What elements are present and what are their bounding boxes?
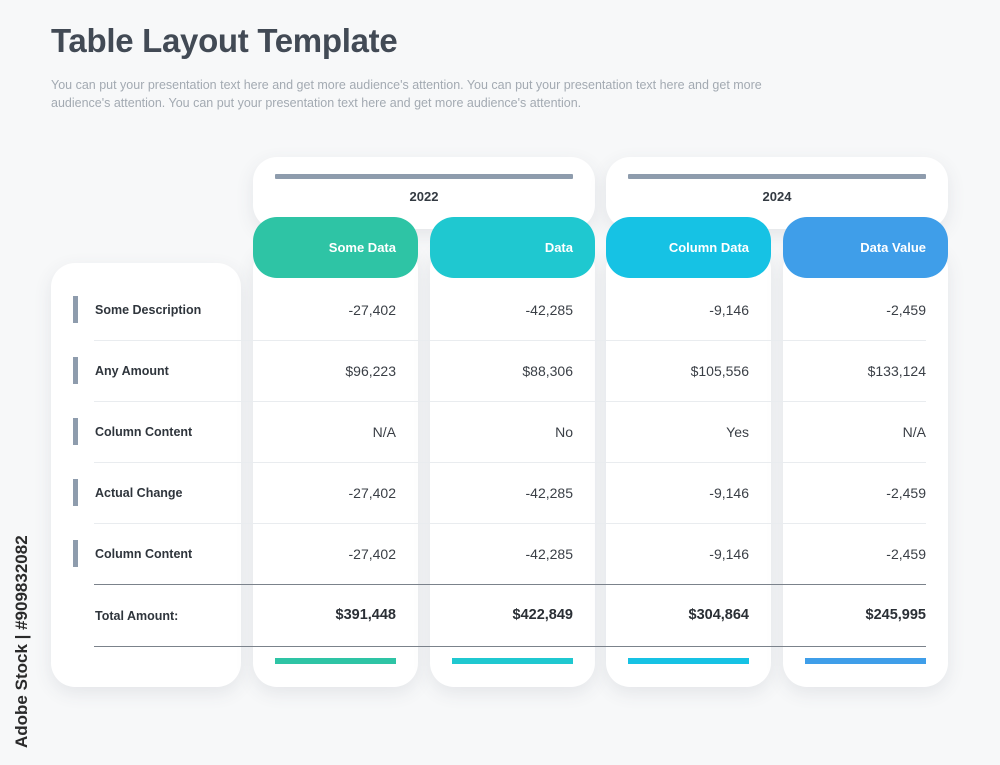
column-card-2: [430, 245, 595, 687]
table-cell: -42,285: [525, 485, 573, 501]
table-cell: $133,124: [867, 363, 926, 379]
table-cell: -9,146: [709, 302, 749, 318]
table-cell: -9,146: [709, 485, 749, 501]
row-label: Some Description: [95, 303, 202, 317]
table-cell: $88,306: [522, 363, 573, 379]
table-cell: -2,459: [886, 546, 926, 562]
row-marker: [73, 357, 78, 384]
row-marker: [73, 479, 78, 506]
page-description: You can put your presentation text here …: [51, 78, 762, 110]
year-bar: [275, 174, 573, 179]
row-marker: [73, 540, 78, 567]
column-header-4: Data Value: [783, 217, 948, 278]
table-cell: $105,556: [690, 363, 749, 379]
column-card-4: [783, 245, 948, 687]
bottom-divider: [94, 646, 926, 647]
column-header-1: Some Data: [253, 217, 418, 278]
year-bar: [628, 174, 926, 179]
row-label: Any Amount: [95, 364, 169, 378]
accent-bar-1: [275, 658, 396, 664]
column-header-3: Column Data: [606, 217, 771, 278]
row-marker: [73, 418, 78, 445]
table-cell: -27,402: [348, 485, 396, 501]
accent-bar-3: [628, 658, 749, 664]
column-card-3: [606, 245, 771, 687]
total-cell: $391,448: [335, 607, 396, 623]
total-cell: $304,864: [688, 607, 749, 623]
table-cell: -2,459: [886, 302, 926, 318]
row-label: Column Content: [95, 425, 193, 439]
accent-bar-4: [805, 658, 926, 664]
row-labels-card: [51, 263, 241, 687]
table-cell: N/A: [902, 424, 926, 440]
accent-bar-2: [452, 658, 573, 664]
total-label: Total Amount:: [95, 609, 179, 623]
row-divider: [94, 340, 926, 341]
year-label: 2022: [409, 189, 439, 204]
row-divider: [94, 523, 926, 524]
column-card-1: [253, 245, 418, 687]
table-cell: $96,223: [345, 363, 396, 379]
row-label: Column Content: [95, 547, 193, 561]
column-header-2: Data: [430, 217, 595, 278]
table-cell: No: [555, 424, 573, 440]
stock-watermark: Adobe Stock | #909832082: [12, 535, 31, 748]
total-cell: $422,849: [512, 607, 573, 623]
year-label: 2024: [762, 189, 792, 204]
table-cell: -42,285: [525, 302, 573, 318]
table-cell: -27,402: [348, 302, 396, 318]
table-cell: N/A: [372, 424, 396, 440]
table-cell: -27,402: [348, 546, 396, 562]
total-cell: $245,995: [865, 607, 926, 623]
row-divider: [94, 462, 926, 463]
table-cell: -42,285: [525, 546, 573, 562]
table-cell: -9,146: [709, 546, 749, 562]
table-cell: Yes: [726, 424, 749, 440]
row-marker: [73, 296, 78, 323]
table-cell: -2,459: [886, 485, 926, 501]
total-divider: [94, 584, 926, 585]
row-label: Actual Change: [95, 486, 183, 500]
row-divider: [94, 401, 926, 402]
page-title: Table Layout Template: [51, 22, 398, 59]
